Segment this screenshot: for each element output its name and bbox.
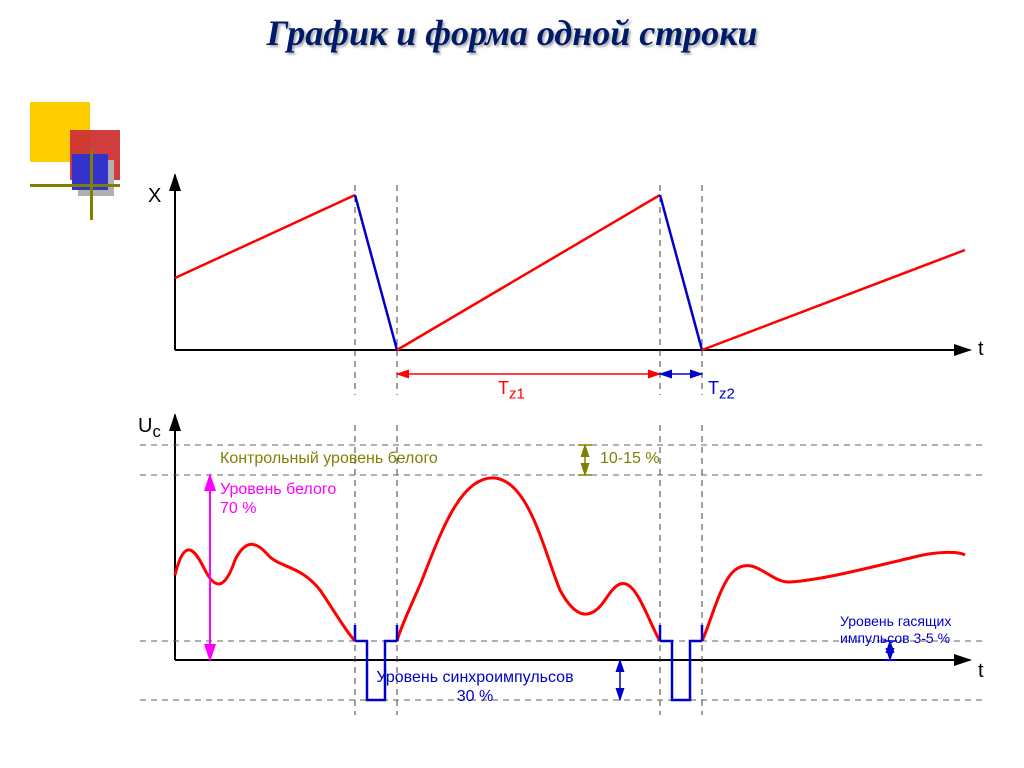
sawtooth-rise [702,250,965,350]
sawtooth-fall [660,195,702,350]
video-signal [175,544,355,641]
sawtooth-rise [175,195,355,278]
bot-y-label: Uc [138,415,161,442]
tz2-label: Tz2 [708,378,735,403]
sync-pulse [660,641,702,700]
top-x-label: t [978,338,984,361]
video-signal [397,478,660,641]
white-level-label: Уровень белого 70 % [220,480,336,518]
top-y-label: X [148,185,161,208]
tz1-label: Tz1 [498,378,525,403]
sawtooth-fall [355,195,397,350]
blanking-label: Уровень гасящих импульсов 3-5 % [840,613,951,647]
sync-label: Уровень синхроимпульсов 30 % [345,668,605,706]
sawtooth-rise [397,195,660,350]
control-white-label: Контрольный уровень белого [220,450,438,468]
pct-10-15-label: 10-15 % [600,450,660,468]
bot-x-label: t [978,660,984,683]
